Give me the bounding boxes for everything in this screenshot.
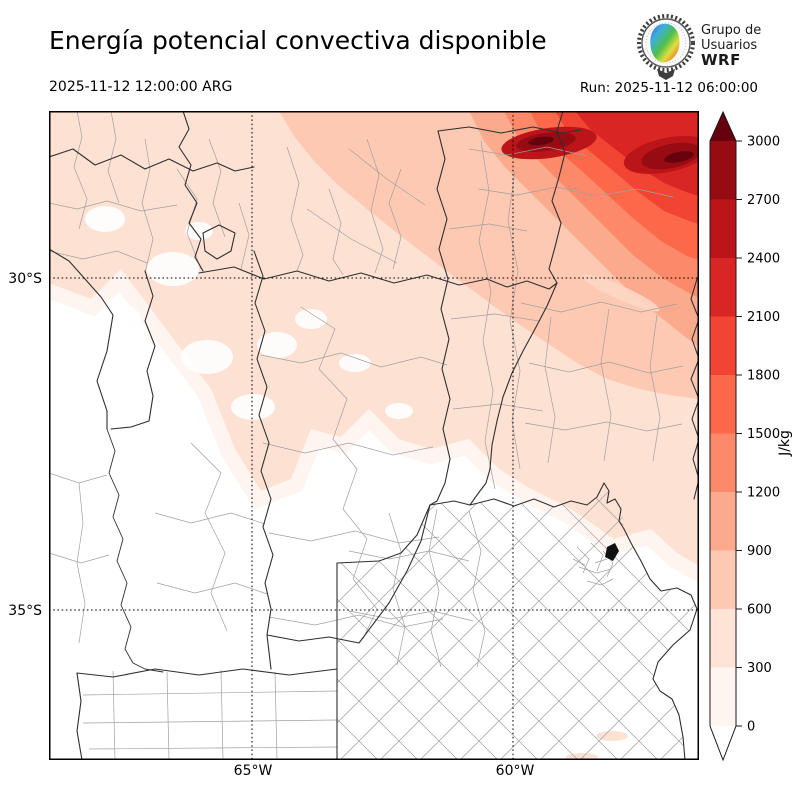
border-sanjuan-east [110,270,156,430]
border-nw-horizontal [49,148,255,172]
border-buenosaires-west [336,504,431,760]
colorbar-segment [710,667,736,727]
colorbar-segment [710,550,736,610]
lon-tick-65w: 65°W [233,763,273,779]
colorbar-segment [710,141,736,200]
dept-cuyo [49,442,268,644]
colorbar-over-arrow [710,112,736,141]
colorbar-unit-label: J/kg [777,430,793,457]
dept-nw [49,111,674,276]
colorbar-segment [710,433,736,493]
border-cordoba-north [198,266,558,290]
colorbar-tick-label: 1800 [747,369,780,384]
border-cordoba-south [266,504,431,644]
colorbar-segment [710,199,736,259]
colorbar-tick-label: 1200 [747,486,780,501]
river-desaguadero [106,428,164,673]
river-parana-south [469,282,558,506]
buenosaires-city-marker [605,543,619,561]
colorbar-under-arrow [710,726,736,760]
colorbar-tick-label: 600 [747,603,772,618]
border-cordoba-west [253,250,274,670]
lat-tick-35s: 35°S [8,603,42,619]
province-borders [49,111,699,760]
river-parana-north [548,111,566,284]
cape-map [49,111,699,760]
graticule-lines [49,111,699,760]
wrf-logo-text: Grupo de Usuarios WRF [701,23,761,68]
border-chaco-north [437,126,582,134]
colorbar-tick-label: 2700 [747,193,780,208]
border-lapampa-west [76,672,83,760]
colorbar-tick-label: 3000 [747,135,780,150]
colorbar-tick-label: 2400 [747,252,780,267]
dept-lapampa [82,669,338,760]
valid-time-label: 2025-11-12 12:00:00 ARG [49,79,233,95]
map-frame [49,111,699,760]
lat-tick-30s: 30°S [8,271,42,287]
colorbar-segment [710,316,736,376]
colorbar-tick-label: 1500 [747,427,780,442]
colorbar-tick-label: 2100 [747,310,780,325]
border-catamarca [178,111,204,272]
colorbar-segment [710,258,736,317]
run-time-label: Run: 2025-11-12 06:00:00 [579,80,758,96]
colorbar-tick-label: 0 [747,720,755,735]
border-parana-delta [429,482,625,530]
logo-line-1: Grupo de [701,23,762,38]
logo-line-2: Usuarios [701,38,758,53]
page-title: Energía potencial convectiva disponible [49,26,547,55]
department-borders [49,111,684,760]
buenosaires-partido-mosaic [337,483,697,760]
border-sanjuan-diagonal [49,248,114,430]
colorbar-segment [710,492,736,551]
dept-center [260,306,448,640]
cape-field [49,111,699,760]
border-santafe-west [429,130,451,506]
coastline-rio-de-la-plata [623,528,698,760]
border-lapampa-north [76,668,338,678]
wrf-logo-emblem-icon [637,14,695,80]
colorbar-segment [710,375,736,434]
dept-southcenter [348,508,486,668]
logo-line-3: WRF [701,51,741,69]
border-tucuman [202,224,236,260]
lon-tick-60w: 60°W [495,763,535,779]
colorbar-tick-label: 300 [747,661,772,676]
colorbar-segment [710,609,736,668]
dept-litoral [448,140,684,490]
colorbar-tick-label: 900 [747,544,772,559]
